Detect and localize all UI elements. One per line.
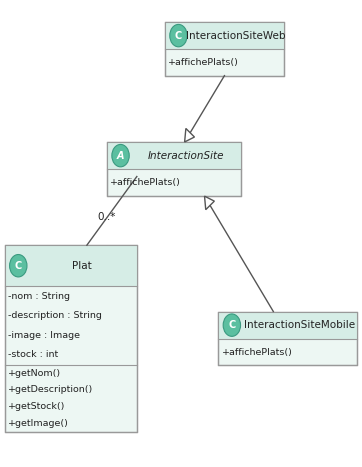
Bar	[218, 312, 358, 339]
Polygon shape	[185, 128, 194, 142]
Bar	[107, 142, 241, 196]
Bar	[165, 22, 284, 76]
Circle shape	[112, 144, 129, 167]
Text: -description : String: -description : String	[8, 311, 102, 320]
Polygon shape	[205, 196, 214, 210]
Text: InteractionSite: InteractionSite	[147, 151, 224, 161]
Text: +getNom(): +getNom()	[8, 368, 61, 378]
Text: -nom : String: -nom : String	[8, 291, 70, 301]
Text: 0..*: 0..*	[98, 212, 116, 222]
Text: C: C	[228, 320, 236, 330]
Text: -stock : int: -stock : int	[8, 350, 58, 360]
Text: C: C	[14, 261, 22, 271]
Text: +affichePlats(): +affichePlats()	[168, 58, 239, 67]
Circle shape	[10, 255, 27, 277]
Text: +getStock(): +getStock()	[8, 402, 66, 411]
Bar	[5, 245, 137, 432]
Bar	[107, 142, 241, 169]
Circle shape	[223, 314, 240, 336]
Text: InteractionSiteMobile: InteractionSiteMobile	[244, 320, 355, 330]
Text: +getDescription(): +getDescription()	[8, 385, 93, 395]
Text: A: A	[117, 151, 124, 161]
Text: +getImage(): +getImage()	[8, 419, 69, 428]
Bar	[5, 245, 137, 286]
Text: -image : Image: -image : Image	[8, 331, 80, 340]
Text: +affichePlats(): +affichePlats()	[222, 347, 292, 356]
Circle shape	[170, 24, 187, 47]
Text: C: C	[175, 31, 182, 41]
Text: Plat: Plat	[72, 261, 92, 271]
Text: InteractionSiteWeb: InteractionSiteWeb	[186, 31, 286, 41]
Bar	[218, 312, 358, 365]
Bar	[165, 22, 284, 49]
Text: +affichePlats(): +affichePlats()	[110, 178, 181, 187]
